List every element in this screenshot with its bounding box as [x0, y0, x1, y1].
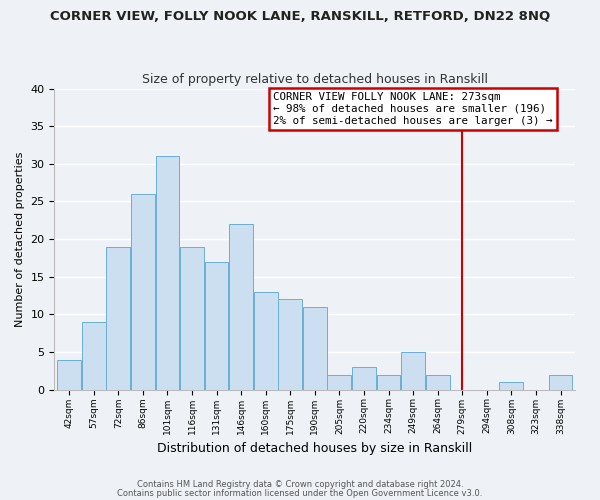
Bar: [303, 307, 327, 390]
Bar: [278, 300, 302, 390]
Title: Size of property relative to detached houses in Ranskill: Size of property relative to detached ho…: [142, 73, 488, 86]
Text: Contains public sector information licensed under the Open Government Licence v3: Contains public sector information licen…: [118, 489, 482, 498]
Bar: [328, 374, 352, 390]
Bar: [155, 156, 179, 390]
Bar: [205, 262, 229, 390]
Bar: [254, 292, 278, 390]
Bar: [180, 246, 204, 390]
Bar: [106, 246, 130, 390]
X-axis label: Distribution of detached houses by size in Ranskill: Distribution of detached houses by size …: [157, 442, 472, 455]
Y-axis label: Number of detached properties: Number of detached properties: [15, 152, 25, 327]
Bar: [377, 374, 400, 390]
Bar: [352, 367, 376, 390]
Bar: [57, 360, 81, 390]
Bar: [499, 382, 523, 390]
Text: CORNER VIEW, FOLLY NOOK LANE, RANSKILL, RETFORD, DN22 8NQ: CORNER VIEW, FOLLY NOOK LANE, RANSKILL, …: [50, 10, 550, 23]
Bar: [548, 374, 572, 390]
Bar: [426, 374, 449, 390]
Bar: [82, 322, 106, 390]
Bar: [131, 194, 155, 390]
Bar: [229, 224, 253, 390]
Bar: [401, 352, 425, 390]
Text: Contains HM Land Registry data © Crown copyright and database right 2024.: Contains HM Land Registry data © Crown c…: [137, 480, 463, 489]
Text: CORNER VIEW FOLLY NOOK LANE: 273sqm
← 98% of detached houses are smaller (196)
2: CORNER VIEW FOLLY NOOK LANE: 273sqm ← 98…: [273, 92, 553, 126]
